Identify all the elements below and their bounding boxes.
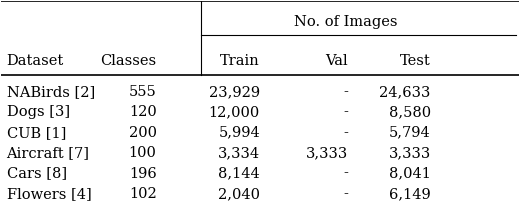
Text: -: - [343,126,348,140]
Text: 100: 100 [128,146,157,160]
Text: 3,334: 3,334 [218,146,260,160]
Text: 196: 196 [129,166,157,181]
Text: 200: 200 [128,126,157,140]
Text: 3,333: 3,333 [388,146,431,160]
Text: 8,144: 8,144 [218,166,260,181]
Text: Classes: Classes [100,54,157,68]
Text: Train: Train [220,54,260,68]
Text: Test: Test [400,54,431,68]
Text: 6,149: 6,149 [389,187,431,201]
Text: 23,929: 23,929 [209,85,260,99]
Text: Dogs [3]: Dogs [3] [7,105,70,119]
Text: 5,994: 5,994 [218,126,260,140]
Text: NABirds [2]: NABirds [2] [7,85,95,99]
Text: 120: 120 [129,105,157,119]
Text: -: - [343,166,348,181]
Text: 5,794: 5,794 [389,126,431,140]
Text: 555: 555 [129,85,157,99]
Text: Val: Val [326,54,348,68]
Text: Flowers [4]: Flowers [4] [7,187,92,201]
Text: 12,000: 12,000 [209,105,260,119]
Text: 3,333: 3,333 [306,146,348,160]
Text: 2,040: 2,040 [218,187,260,201]
Text: No. of Images: No. of Images [294,15,397,29]
Text: 8,580: 8,580 [388,105,431,119]
Text: -: - [343,187,348,201]
Text: Aircraft [7]: Aircraft [7] [7,146,89,160]
Text: CUB [1]: CUB [1] [7,126,66,140]
Text: Dataset: Dataset [7,54,64,68]
Text: 8,041: 8,041 [389,166,431,181]
Text: 102: 102 [129,187,157,201]
Text: -: - [343,85,348,99]
Text: Cars [8]: Cars [8] [7,166,67,181]
Text: -: - [343,105,348,119]
Text: 24,633: 24,633 [379,85,431,99]
